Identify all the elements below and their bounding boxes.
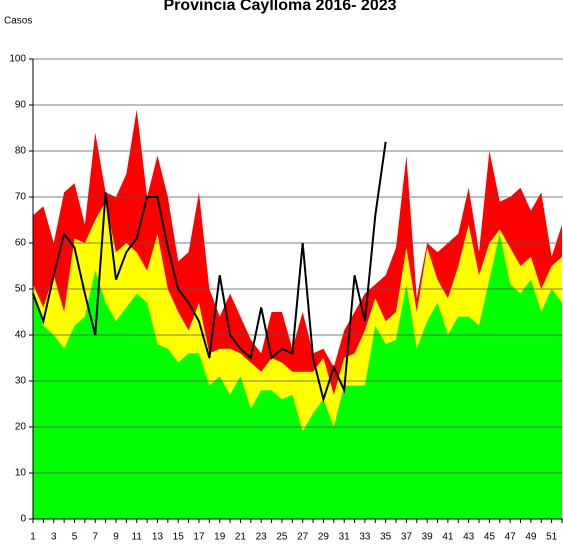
x-tick-label: 25 [276, 532, 288, 543]
chart-title: Provincia Caylloma 2016- 2023 [163, 0, 396, 14]
x-tick-label: 11 [132, 532, 143, 543]
x-tick-label: 33 [359, 532, 371, 543]
x-tick-label: 19 [214, 532, 226, 543]
x-tick-label: 47 [505, 532, 517, 543]
y-tick-label: 40 [15, 330, 27, 341]
area [33, 233, 562, 520]
x-tick-label: 49 [525, 532, 537, 543]
x-tick-label: 43 [463, 532, 475, 543]
y-tick-label: 90 [15, 100, 27, 111]
x-tick-label: 41 [442, 532, 454, 543]
x-tick-label: 3 [51, 532, 57, 543]
x-tick-label: 27 [297, 532, 309, 543]
x-tick-label: 31 [339, 532, 351, 543]
y-tick-label: 60 [15, 238, 27, 249]
y-tick-label: 20 [15, 422, 27, 433]
line [32, 141, 387, 404]
x-tick-label: 51 [546, 532, 558, 543]
x-tick-label: 29 [318, 532, 330, 543]
y-tick-label: 0 [20, 514, 26, 525]
x-tick-label: 35 [380, 532, 392, 543]
x-tick-label: 1 [30, 532, 36, 543]
y-axis-label: Casos [4, 16, 32, 27]
x-tick-label: 23 [256, 532, 268, 543]
x-tick-label: 45 [484, 532, 496, 543]
x-tick-label: 37 [401, 532, 413, 543]
x-tick-label: 17 [193, 532, 205, 543]
y-tick-label: 70 [15, 192, 27, 203]
x-tick-label: 15 [173, 532, 185, 543]
x-tick-label: 39 [422, 532, 434, 543]
x-tick-label: 7 [92, 532, 98, 543]
y-tick-label: 30 [15, 376, 27, 387]
x-tick-label: 9 [113, 532, 119, 543]
x-tick-label: 5 [72, 532, 78, 543]
y-tick-label: 100 [9, 54, 26, 65]
x-tick-label: 13 [152, 532, 164, 543]
y-tick-label: 10 [15, 468, 27, 479]
y-tick-label: 50 [15, 284, 27, 295]
x-tick-label: 21 [235, 532, 247, 543]
y-tick-label: 80 [15, 146, 27, 157]
